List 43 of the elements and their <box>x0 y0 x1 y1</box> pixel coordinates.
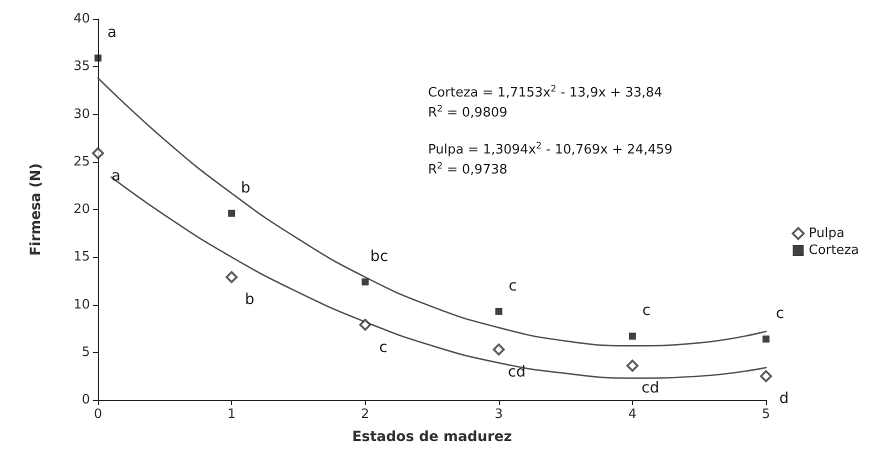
annotation: b <box>244 290 254 308</box>
annotation: c <box>379 338 388 356</box>
point <box>92 147 104 160</box>
y-tick-label: 20 <box>73 202 90 217</box>
point <box>492 344 505 356</box>
x-axis-title: Estados de madurez <box>352 429 512 445</box>
point <box>626 360 638 372</box>
point <box>228 210 236 217</box>
y-tick-label: 5 <box>82 344 90 360</box>
y-tick-label: 30 <box>73 106 90 122</box>
x-tick-label: 1 <box>227 407 236 422</box>
annotation: d <box>779 389 789 408</box>
y-tick-label: 25 <box>73 154 90 170</box>
point <box>762 336 770 343</box>
annotation: c <box>776 304 784 322</box>
x-tick-label: 5 <box>762 407 770 422</box>
annotation: bc <box>370 246 388 265</box>
point <box>359 318 372 331</box>
annotation: c <box>642 301 651 320</box>
x-tick-label: 0 <box>94 407 102 422</box>
annotation: cd <box>508 362 526 381</box>
y-tick-label: 10 <box>73 297 90 312</box>
annotation: a <box>107 23 117 42</box>
y-tick-label: 35 <box>73 59 90 74</box>
x-tick-label: 3 <box>494 407 503 422</box>
point <box>226 271 238 284</box>
legend-label: Pulpa <box>808 226 844 241</box>
point <box>362 278 369 286</box>
legend-label: Corteza <box>808 243 860 258</box>
y-tick-label: 40 <box>73 12 90 26</box>
point <box>495 308 502 315</box>
y-tick-label: 15 <box>73 250 90 265</box>
annotation: cd <box>642 378 660 397</box>
x-tick-label: 2 <box>361 407 370 422</box>
point <box>94 54 102 62</box>
point <box>628 332 636 340</box>
x-tick-label: 4 <box>628 407 637 422</box>
point <box>760 370 772 382</box>
annotation: c <box>508 276 517 294</box>
y-axis-title: Firmesa (N) <box>28 163 44 256</box>
annotation: a <box>111 166 121 184</box>
y-tick-label: 0 <box>82 392 90 408</box>
annotation: b <box>240 178 250 196</box>
